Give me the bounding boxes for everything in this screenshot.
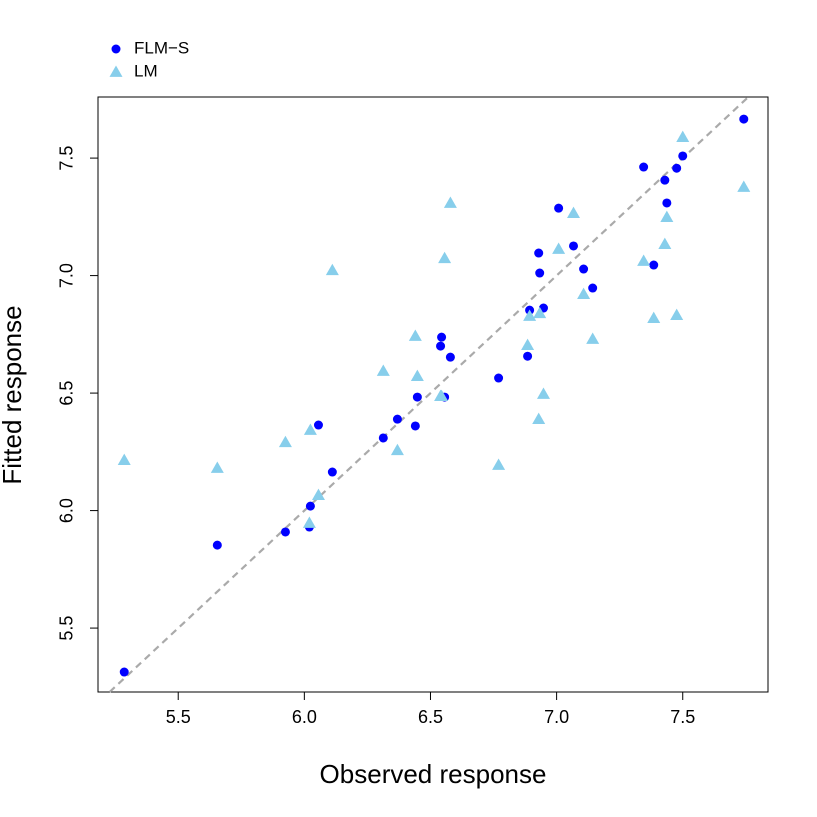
point bbox=[445, 352, 455, 362]
point bbox=[533, 306, 547, 319]
legend-label: LM bbox=[134, 61, 158, 80]
x-tick-label: 7.0 bbox=[544, 707, 569, 727]
point bbox=[577, 287, 591, 300]
point bbox=[534, 248, 544, 258]
point bbox=[305, 501, 315, 511]
legend-marker bbox=[109, 65, 123, 77]
point bbox=[523, 351, 533, 361]
point bbox=[662, 198, 672, 208]
point bbox=[579, 264, 589, 274]
point bbox=[117, 453, 131, 465]
point bbox=[536, 387, 550, 399]
point bbox=[521, 338, 535, 351]
point bbox=[586, 332, 600, 344]
point bbox=[327, 467, 337, 477]
point bbox=[588, 283, 598, 293]
point bbox=[303, 423, 317, 435]
point bbox=[492, 458, 506, 470]
plot-frame bbox=[97, 96, 769, 693]
point bbox=[739, 114, 749, 124]
point bbox=[658, 237, 672, 249]
point bbox=[278, 435, 292, 448]
point bbox=[210, 461, 224, 473]
point bbox=[443, 196, 457, 208]
point bbox=[280, 527, 290, 537]
point bbox=[670, 308, 684, 320]
x-tick-label: 6.5 bbox=[418, 707, 443, 727]
y-axis-label: Fitted response bbox=[0, 305, 27, 484]
point bbox=[523, 309, 537, 321]
point bbox=[435, 389, 449, 402]
y-tick-label: 6.0 bbox=[57, 498, 77, 523]
point bbox=[376, 364, 390, 376]
point bbox=[637, 254, 651, 266]
point bbox=[119, 667, 129, 677]
point bbox=[532, 412, 546, 425]
point bbox=[302, 516, 316, 528]
point bbox=[552, 242, 566, 254]
point bbox=[313, 420, 323, 430]
point bbox=[410, 369, 424, 382]
point bbox=[436, 341, 446, 351]
point bbox=[212, 540, 222, 550]
point bbox=[672, 163, 682, 173]
x-tick-label: 7.5 bbox=[670, 707, 695, 727]
reference-line bbox=[108, 96, 750, 693]
point bbox=[647, 311, 661, 324]
point bbox=[311, 488, 325, 500]
legend-label: FLM−S bbox=[134, 38, 189, 57]
legend-marker bbox=[111, 44, 121, 54]
point bbox=[390, 443, 404, 456]
point bbox=[569, 241, 579, 251]
point bbox=[678, 151, 688, 161]
point bbox=[567, 206, 581, 218]
y-tick-label: 7.0 bbox=[57, 263, 77, 288]
point bbox=[410, 421, 420, 431]
point bbox=[412, 392, 422, 402]
point bbox=[535, 268, 545, 278]
point bbox=[737, 180, 751, 192]
y-tick-label: 7.5 bbox=[57, 146, 77, 171]
point bbox=[554, 203, 564, 213]
point bbox=[649, 260, 659, 270]
y-tick-label: 5.5 bbox=[57, 616, 77, 641]
point bbox=[378, 433, 388, 443]
x-axis-label: Observed response bbox=[320, 759, 547, 789]
point bbox=[325, 263, 339, 276]
point bbox=[660, 210, 674, 222]
point bbox=[392, 414, 402, 424]
y-tick-label: 6.5 bbox=[57, 381, 77, 406]
x-tick-label: 5.5 bbox=[166, 707, 191, 727]
point bbox=[438, 251, 452, 264]
point bbox=[676, 130, 690, 143]
point bbox=[660, 175, 670, 185]
point bbox=[494, 373, 504, 383]
point bbox=[408, 329, 422, 341]
point bbox=[437, 332, 447, 342]
point bbox=[639, 162, 649, 172]
x-tick-label: 6.0 bbox=[292, 707, 317, 727]
